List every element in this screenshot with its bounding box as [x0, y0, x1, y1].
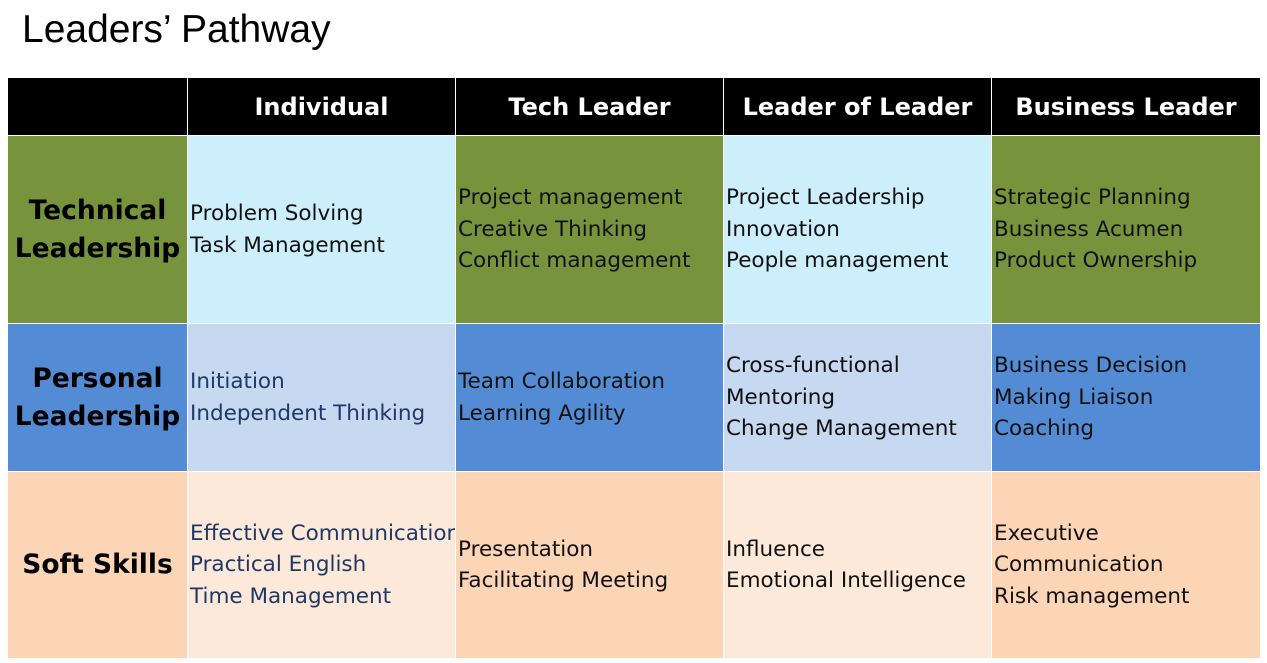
- cell-soft-individual: Effective Communication Practical Englis…: [188, 472, 456, 659]
- skill-item: Making Liaison: [994, 384, 1154, 410]
- row-label-line: Technical: [28, 194, 167, 226]
- row-label-line: Leadership: [14, 400, 181, 432]
- skill-item: Effective Communication: [190, 520, 456, 546]
- skill-item: Task Management: [190, 232, 385, 258]
- cell-soft-business-leader: Executive Communication Risk management: [992, 472, 1260, 659]
- header-corner: [8, 78, 188, 136]
- cell-technical-business-leader: Strategic Planning Business Acumen Produ…: [992, 136, 1260, 324]
- row-label-line: Personal: [32, 362, 163, 394]
- row-label-soft-skills: Soft Skills: [8, 472, 188, 659]
- skill-item: Creative Thinking: [458, 216, 648, 242]
- skill-item: Communication: [994, 552, 1164, 578]
- cell-technical-leader-of-leader: Project Leadership Innovation People man…: [724, 136, 992, 324]
- cell-soft-tech-leader: Presentation Facilitating Meeting: [456, 472, 724, 659]
- skill-item: Mentoring: [726, 384, 836, 410]
- skill-item: Business Decision: [994, 353, 1188, 379]
- skill-item: Emotional Intelligence: [726, 568, 966, 593]
- skill-item: People management: [726, 248, 949, 274]
- header-individual: Individual: [188, 78, 456, 136]
- skill-item: Learning Agility: [458, 400, 626, 426]
- cell-soft-leader-of-leader: Influence Emotional Intelligence: [724, 472, 992, 659]
- skill-item: Product Ownership: [994, 248, 1198, 274]
- skill-item: Innovation: [726, 216, 840, 242]
- skill-item: Project Leadership: [726, 185, 925, 211]
- skill-item: Problem Solving: [190, 201, 364, 226]
- skill-item: Business Acumen: [994, 216, 1184, 242]
- skill-item: Initiation: [190, 369, 285, 394]
- skill-item: Change Management: [726, 416, 957, 442]
- cell-technical-individual: Problem Solving Task Management: [188, 136, 456, 324]
- cell-personal-tech-leader: Team Collaboration Learning Agility: [456, 324, 724, 472]
- cell-personal-individual: Initiation Independent Thinking: [188, 324, 456, 472]
- cell-technical-tech-leader: Project management Creative Thinking Con…: [456, 136, 724, 324]
- row-label-personal-leadership: Personal Leadership: [8, 324, 188, 472]
- skill-item: Conflict management: [458, 248, 691, 274]
- skill-item: Presentation: [458, 536, 594, 562]
- header-tech-leader: Tech Leader: [456, 78, 724, 136]
- row-label-technical-leadership: Technical Leadership: [8, 136, 188, 324]
- page-title: Leaders’ Pathway: [22, 8, 331, 51]
- cell-personal-leader-of-leader: Cross-functional Mentoring Change Manage…: [724, 324, 992, 472]
- skill-item: Risk management: [994, 583, 1190, 609]
- header-leader-of-leader: Leader of Leader: [724, 78, 992, 136]
- skill-item: Executive: [994, 520, 1099, 546]
- skill-item: Influence: [726, 536, 826, 562]
- skill-item: Strategic Planning: [994, 185, 1191, 211]
- skill-item: Independent Thinking: [190, 400, 426, 426]
- header-business-leader: Business Leader: [992, 78, 1260, 136]
- row-label-line: Soft Skills: [22, 549, 173, 580]
- skill-item: Coaching: [994, 416, 1095, 442]
- skill-item: Team Collaboration: [458, 369, 665, 394]
- row-label-line: Leadership: [14, 232, 181, 264]
- skill-item: Time Management: [190, 583, 392, 609]
- skill-item: Cross-functional: [726, 353, 900, 379]
- pathway-table: Individual Tech Leader Leader of Leader …: [8, 78, 1260, 659]
- cell-personal-business-leader: Business Decision Making Liaison Coachin…: [992, 324, 1260, 472]
- skill-item: Project management: [458, 185, 683, 211]
- skill-item: Practical English: [190, 552, 367, 578]
- skill-item: Facilitating Meeting: [458, 568, 669, 593]
